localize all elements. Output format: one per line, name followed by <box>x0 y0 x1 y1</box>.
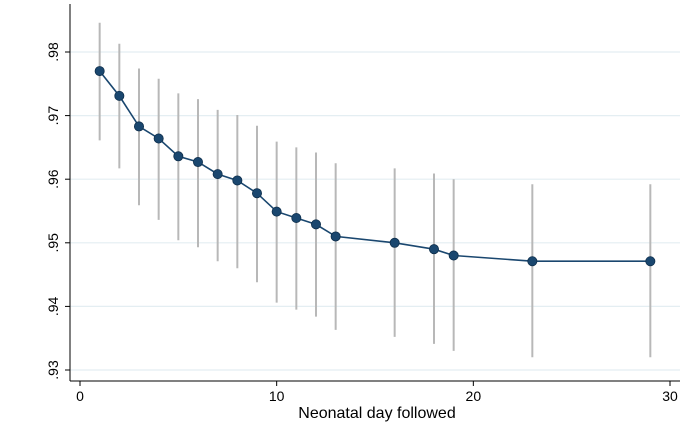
y-tick-label-5: .98 <box>45 42 61 62</box>
data-point-17 <box>645 256 656 267</box>
data-point-3 <box>153 133 164 144</box>
data-point-6 <box>212 169 223 180</box>
data-point-12 <box>330 231 341 242</box>
x-tick-label-3: 30 <box>662 388 678 404</box>
gridlines <box>70 51 680 371</box>
y-tick-label-2: .95 <box>45 233 61 253</box>
x-tick-label-0: 0 <box>76 388 84 404</box>
x-axis-title: Neonatal day followed <box>298 405 455 422</box>
y-tick-label-0: .93 <box>45 360 61 380</box>
x-tick-label-2: 20 <box>466 388 482 404</box>
x-tick-label-1: 10 <box>269 388 285 404</box>
data-point-16 <box>527 256 538 267</box>
y-tick-label-3: .96 <box>45 169 61 189</box>
data-point-14 <box>428 244 439 255</box>
x-axis-ticks: 0 10 20 30 <box>76 381 678 404</box>
data-point-10 <box>291 212 302 223</box>
data-markers <box>94 66 656 267</box>
data-point-2 <box>133 121 144 132</box>
data-point-0 <box>94 66 105 77</box>
data-point-8 <box>251 188 262 199</box>
data-point-1 <box>114 90 125 101</box>
data-point-11 <box>310 219 321 230</box>
axes <box>69 4 680 382</box>
y-axis-ticks: .93 .94 .95 .96 .97 .98 <box>45 42 70 380</box>
data-point-7 <box>232 175 243 186</box>
data-point-4 <box>173 151 184 162</box>
data-point-5 <box>192 157 203 168</box>
y-tick-label-1: .94 <box>45 296 61 316</box>
data-point-9 <box>271 206 282 217</box>
data-point-15 <box>448 250 459 261</box>
confidence-intervals <box>98 22 652 358</box>
data-point-13 <box>389 237 400 248</box>
y-tick-label-4: .97 <box>45 106 61 126</box>
